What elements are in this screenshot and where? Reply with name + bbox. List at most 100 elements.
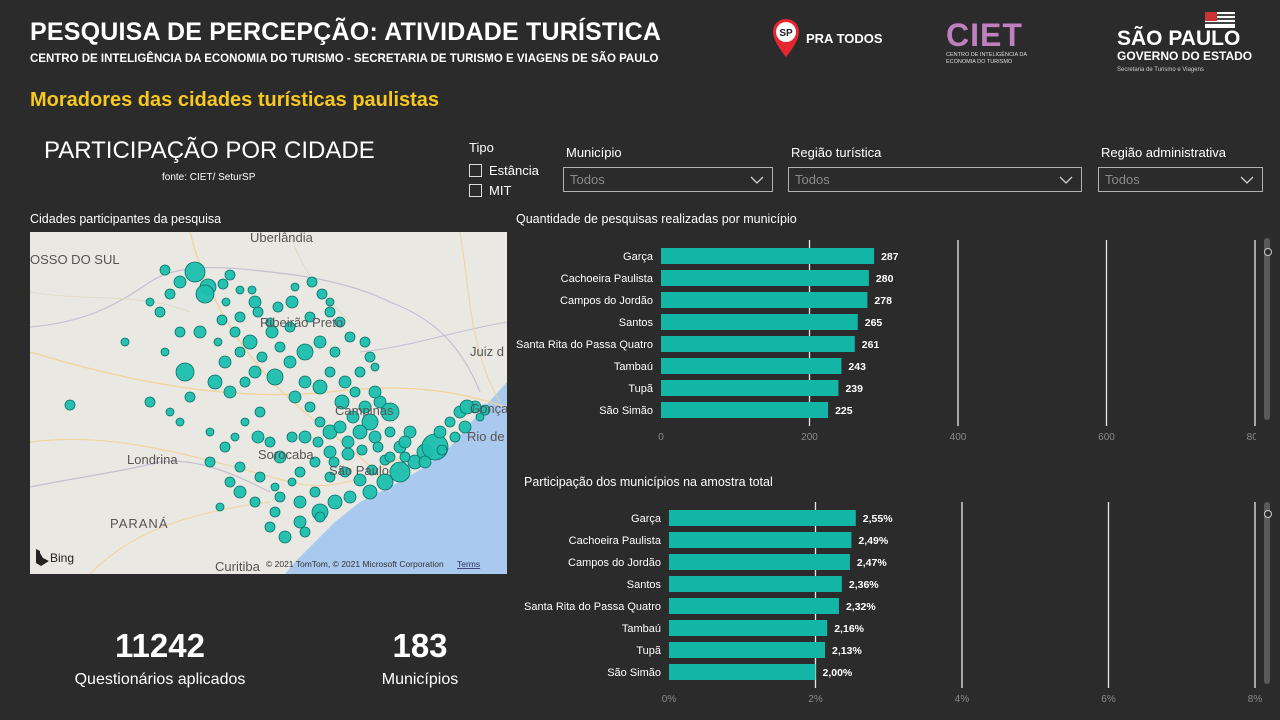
city-bubble[interactable]	[338, 375, 352, 389]
city-bubble[interactable]	[352, 424, 368, 440]
city-bubble[interactable]	[327, 494, 343, 510]
city-bubble[interactable]	[235, 285, 245, 295]
city-bubble[interactable]	[449, 431, 461, 443]
city-bubble[interactable]	[144, 396, 156, 408]
city-bubble[interactable]	[299, 526, 311, 538]
city-bubble[interactable]	[274, 491, 286, 503]
city-bubble[interactable]	[230, 432, 240, 442]
city-bubble[interactable]	[64, 399, 76, 411]
city-bubble[interactable]	[458, 420, 472, 434]
city-bubble[interactable]	[223, 385, 237, 399]
city-bubble[interactable]	[175, 417, 185, 427]
city-bubble[interactable]	[274, 341, 286, 353]
city-bubble[interactable]	[324, 471, 336, 483]
bar[interactable]	[669, 532, 852, 548]
city-bubble[interactable]	[341, 435, 355, 449]
city-bubble[interactable]	[265, 317, 275, 327]
city-bubble[interactable]	[278, 530, 292, 544]
city-bubble[interactable]	[184, 261, 206, 283]
city-bubble[interactable]	[358, 400, 372, 414]
city-bubble[interactable]	[251, 430, 265, 444]
city-bubble[interactable]	[205, 427, 215, 437]
city-bubble[interactable]	[264, 521, 276, 533]
city-bubble[interactable]	[120, 337, 130, 347]
city-bubble[interactable]	[195, 284, 215, 304]
city-bubble[interactable]	[459, 399, 475, 415]
city-bubble[interactable]	[293, 495, 307, 509]
city-bubble[interactable]	[398, 435, 412, 449]
city-bubble[interactable]	[252, 306, 264, 318]
city-bubble[interactable]	[298, 375, 312, 389]
bar[interactable]	[669, 576, 842, 592]
city-bubble[interactable]	[354, 366, 366, 378]
city-bubble[interactable]	[403, 425, 417, 439]
city-bubble[interactable]	[314, 511, 326, 523]
city-bubble[interactable]	[346, 410, 360, 424]
bar[interactable]	[661, 248, 875, 264]
city-bubble[interactable]	[175, 362, 195, 382]
city-bubble[interactable]	[304, 401, 316, 413]
city-bubble[interactable]	[154, 306, 166, 318]
city-bubble[interactable]	[343, 490, 357, 504]
city-bubble[interactable]	[436, 444, 448, 456]
city-bubble[interactable]	[164, 288, 176, 300]
city-bubble[interactable]	[356, 444, 368, 456]
city-bubble[interactable]	[312, 436, 324, 448]
city-bubble[interactable]	[364, 351, 376, 363]
city-bubble[interactable]	[234, 311, 246, 323]
city-bubble[interactable]	[376, 473, 394, 491]
city-bubble[interactable]	[444, 416, 456, 428]
tipo-option-mit[interactable]: MIT	[469, 183, 539, 198]
city-bubble[interactable]	[285, 295, 299, 309]
map-visual[interactable]: Uberlândia OSSO DO SUL Ribeirão Preto Ju…	[30, 232, 507, 574]
city-bubble[interactable]	[309, 486, 321, 498]
city-bubble[interactable]	[165, 407, 175, 417]
city-bubble[interactable]	[324, 306, 336, 318]
city-bubble[interactable]	[368, 385, 382, 399]
city-bubble[interactable]	[366, 464, 378, 476]
city-bubble[interactable]	[323, 445, 337, 459]
city-bubble[interactable]	[224, 269, 236, 281]
city-bubble[interactable]	[240, 417, 250, 427]
city-bubble[interactable]	[254, 406, 266, 418]
city-bubble[interactable]	[368, 430, 382, 444]
city-bubble[interactable]	[316, 288, 328, 300]
city-bubble[interactable]	[304, 311, 316, 323]
city-bubble[interactable]	[242, 334, 258, 350]
checkbox-icon[interactable]	[469, 164, 482, 177]
city-bubble[interactable]	[273, 450, 287, 464]
city-bubble[interactable]	[418, 455, 432, 469]
city-bubble[interactable]	[294, 466, 306, 478]
city-bubble[interactable]	[309, 456, 321, 468]
bar[interactable]	[669, 554, 850, 570]
city-bubble[interactable]	[219, 441, 231, 453]
city-bubble[interactable]	[349, 386, 361, 398]
bar[interactable]	[661, 336, 855, 352]
city-bubble[interactable]	[339, 466, 351, 478]
scrollbar-thumb[interactable]	[1264, 510, 1272, 518]
city-bubble[interactable]	[234, 346, 246, 358]
city-bubble[interactable]	[288, 390, 302, 404]
bar[interactable]	[661, 270, 869, 286]
bubble-layer[interactable]	[64, 261, 491, 544]
city-bubble[interactable]	[333, 420, 347, 434]
bar[interactable]	[669, 664, 816, 680]
bar[interactable]	[661, 380, 839, 396]
city-bubble[interactable]	[296, 343, 314, 361]
bar[interactable]	[661, 292, 868, 308]
city-bubble[interactable]	[313, 335, 327, 349]
city-bubble[interactable]	[174, 326, 186, 338]
bar[interactable]	[669, 642, 826, 658]
city-bubble[interactable]	[247, 285, 257, 295]
chart-pesquisas-scrollbar[interactable]	[1264, 238, 1272, 420]
chart-participacao-na-amostra[interactable]: 0% 2% 4% 6% 8% Garça 2,55% Cachoeira Paulista 2,…	[516, 502, 1264, 712]
chart-participacao-scrollbar[interactable]	[1264, 502, 1272, 684]
city-bubble[interactable]	[373, 395, 387, 409]
bar[interactable]	[661, 314, 858, 330]
city-bubble[interactable]	[207, 374, 223, 390]
city-bubble[interactable]	[286, 431, 298, 443]
city-bubble[interactable]	[224, 476, 236, 488]
city-bubble[interactable]	[384, 426, 396, 438]
city-bubble[interactable]	[372, 441, 384, 453]
bar[interactable]	[669, 598, 839, 614]
